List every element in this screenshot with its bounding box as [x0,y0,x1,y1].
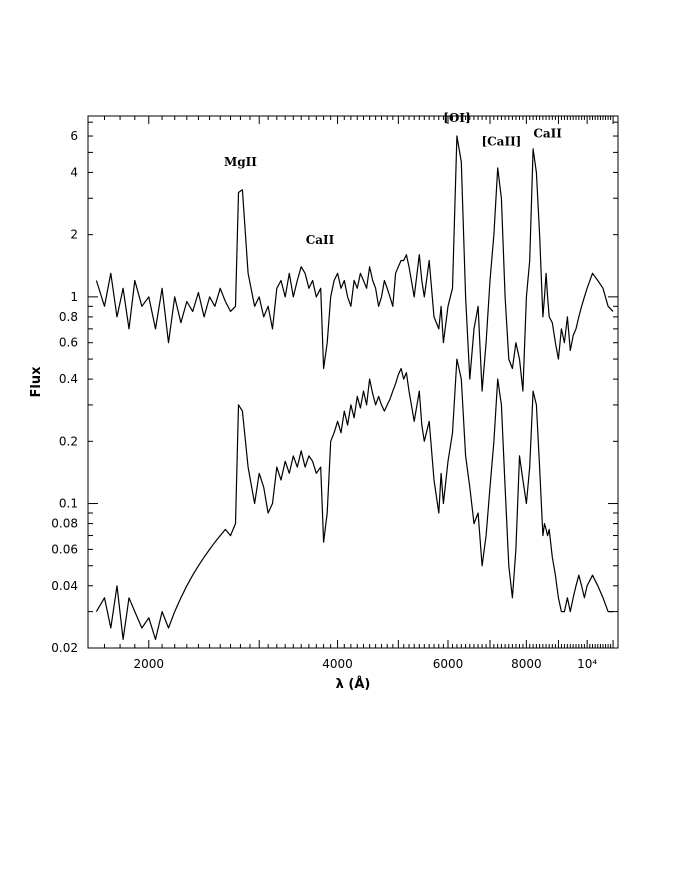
spectrum-line-1 [95,135,614,392]
line-annotation: [OI] [443,111,470,125]
y-tick-label: 0.8 [59,310,78,324]
line-annotation: CaII [533,127,562,141]
y-tick-label: 0.6 [59,336,78,350]
axis-ticks [88,116,618,649]
x-tick-label: 6000 [433,657,464,671]
plot-frame [87,115,619,649]
x-tick-label: 10⁴ [577,657,597,671]
y-tick-label: 0.04 [51,579,78,593]
y-tick-label: 0.2 [59,434,78,448]
tick-labels: 2000 4000 6000 8000 10⁴ 6 4 2 1 0.8 0.6 0.4 0.2 0.1 0.… [51,129,597,671]
spectrum-line-2 [95,358,614,640]
y-axis-label: Flux [29,366,44,398]
line-annotation: [CaII] [481,134,521,148]
spectrum-lines [95,135,614,640]
y-tick-label: 0.1 [59,497,78,511]
y-tick-label: 6 [70,129,78,143]
x-tick-label: 4000 [322,657,353,671]
y-tick-label: 4 [70,165,78,179]
line-annotation: MgII [224,155,257,169]
line-annotation: CaII [306,233,335,247]
y-tick-label: 0.4 [59,372,78,386]
x-tick-label: 2000 [134,657,165,671]
y-tick-label: 0.02 [51,641,78,655]
y-tick-label: 0.06 [51,542,78,556]
y-tick-label: 0.08 [51,517,78,531]
y-tick-label: 1 [70,290,78,304]
x-tick-label: 8000 [511,657,542,671]
y-tick-label: 2 [70,228,78,242]
line-annotations: MgII CaII [OI] [CaII] CaII [224,111,562,247]
x-axis-label: λ (Å) [336,676,371,692]
